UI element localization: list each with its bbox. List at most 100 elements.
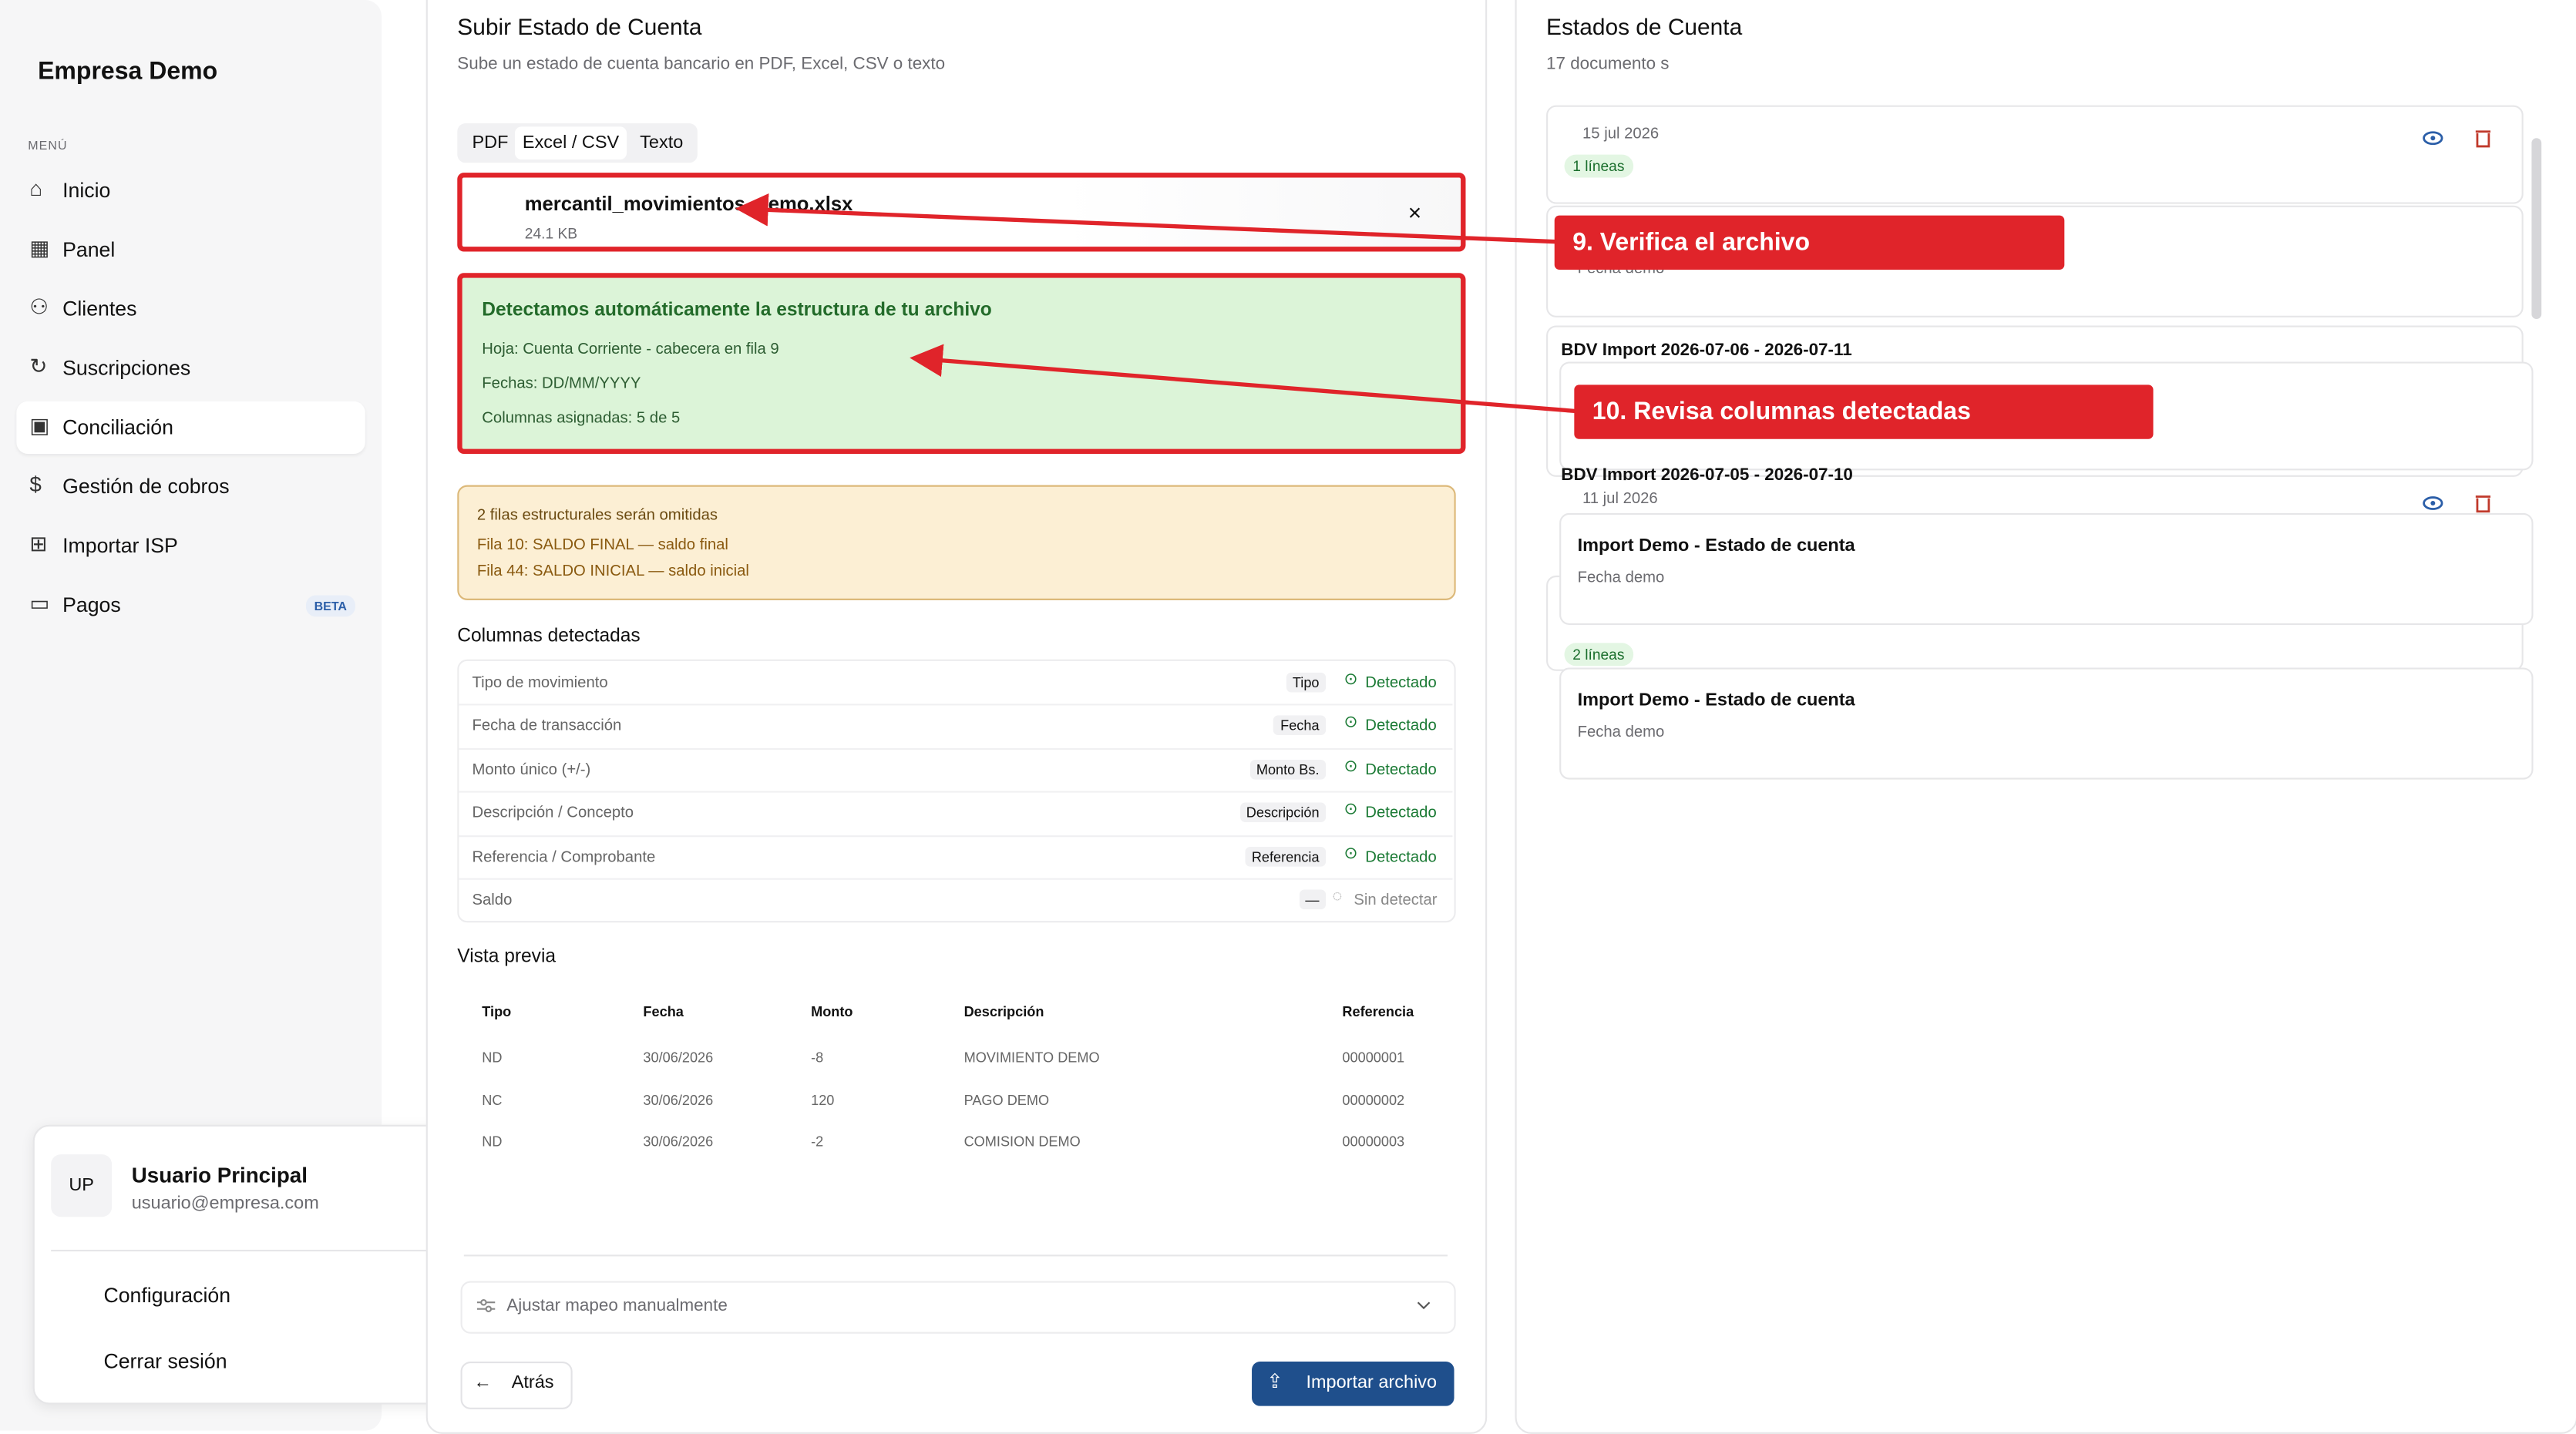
delete-icon[interactable]: [2475, 130, 2491, 148]
menu-item[interactable]: Configuración: [103, 1284, 231, 1308]
preview-cell: 00000003: [1342, 1133, 1405, 1150]
chevron: [1417, 1301, 1431, 1310]
row-divider: [459, 747, 1453, 750]
status-icon: ⊙: [1343, 801, 1358, 820]
column-field: Tipo de movimiento: [472, 673, 608, 693]
arrow: [910, 344, 1576, 414]
nav-item[interactable]: Panel: [62, 238, 116, 262]
status-icon: ⊙: [1343, 757, 1358, 776]
row-divider: [459, 878, 1453, 880]
menu-label: MENÚ: [28, 138, 68, 153]
tab-active[interactable]: Excel / CSV: [514, 126, 627, 160]
preview-header: Referencia: [1342, 1002, 1414, 1020]
preview-cell: 00000001: [1342, 1049, 1405, 1066]
statement-name: BDV Import 2026-07-05 - 2026-07-10: [1561, 465, 1853, 481]
nav-item[interactable]: Suscripciones: [62, 357, 191, 380]
preview-cell: 00000002: [1342, 1091, 1405, 1108]
file-size: 24.1 KB: [524, 225, 578, 242]
nav-item[interactable]: Gestión de cobros: [62, 475, 230, 499]
detection-line: Hoja: Cuenta Corriente - cabecera en fil…: [482, 340, 779, 359]
user-email: usuario@empresa.com: [131, 1194, 319, 1214]
back-label: Atrás: [511, 1372, 554, 1393]
column-field: Descripción / Concepto: [472, 804, 634, 823]
preview-cell: 30/06/2026: [643, 1049, 714, 1066]
import-label: Importar archivo: [1306, 1372, 1438, 1393]
active-nav-bg: [16, 401, 365, 455]
preview-cell: NC: [482, 1091, 503, 1108]
statement: [1559, 667, 2534, 780]
preview-cell: 120: [811, 1091, 835, 1108]
preview-header: Tipo: [482, 1002, 512, 1020]
upload-icon: ⇪: [1266, 1369, 1283, 1393]
date-text: Fecha demo: [1577, 724, 1665, 742]
panel-title: Estados de Cuenta: [1546, 13, 1743, 40]
nav-icon: ▦: [29, 235, 50, 260]
user-name: Usuario Principal: [131, 1162, 308, 1187]
nav-item[interactable]: Pagos: [62, 593, 121, 617]
nav-icon: $: [29, 472, 42, 497]
column-source: Descripción: [1239, 802, 1327, 823]
actions: [2423, 130, 2491, 513]
column-source: Monto Bs.: [1249, 759, 1327, 780]
doc-count: 17 documento s: [1546, 54, 1670, 75]
preview-cell: COMISION DEMO: [963, 1133, 1081, 1150]
icon: [476, 1298, 496, 1313]
statement-name: Import Demo - Estado de cuenta: [1577, 536, 1855, 556]
arrow: [735, 193, 1556, 244]
statement-name: BDV Import 2026-07-06 - 2026-07-11: [1561, 340, 1852, 361]
separator: [463, 1254, 1448, 1257]
mapping-dropdown[interactable]: [460, 1281, 1456, 1334]
tab[interactable]: PDF: [472, 133, 509, 153]
avatar: UP: [51, 1154, 113, 1217]
import-button[interactable]: [1252, 1362, 1454, 1406]
status-icon: ⊙: [1343, 670, 1358, 690]
annotation: 10. Revisa columnas detectadas: [1574, 385, 2154, 439]
tab[interactable]: Texto: [640, 133, 684, 153]
nav-icon: ⌂: [29, 176, 43, 201]
preview-cell: -8: [811, 1049, 824, 1066]
nav-item[interactable]: Importar ISP: [62, 534, 178, 558]
preview-cell: 30/06/2026: [643, 1133, 714, 1150]
lines-badge: 2 líneas: [1564, 643, 1633, 667]
lines-badge: 1 líneas: [1564, 154, 1633, 178]
section-title: Vista previa: [457, 947, 557, 967]
column-source: Fecha: [1273, 716, 1327, 736]
annotation: 9. Verifica el archivo: [1554, 215, 2065, 270]
warning-line: Fila 44: SALDO INICIAL — saldo inicial: [476, 562, 749, 581]
column-status: Detectado: [1365, 717, 1437, 736]
row-divider: [459, 791, 1453, 794]
nav-item[interactable]: Conciliación: [62, 415, 173, 439]
panel-title: Subir Estado de Cuenta: [457, 13, 702, 40]
detection-line: Fechas: DD/MM/YYYY: [482, 374, 641, 394]
arrow: ←: [473, 1372, 493, 1393]
preview-cell: 30/06/2026: [643, 1091, 714, 1108]
preview-cell: MOVIMIENTO DEMO: [963, 1049, 1100, 1066]
preview-cell: PAGO DEMO: [963, 1091, 1050, 1108]
date: 15 jul 2026: [1582, 125, 1660, 143]
column-field: Monto único (+/-): [472, 761, 591, 780]
column-field: Referencia / Comprobante: [472, 848, 656, 866]
separator: [51, 1249, 443, 1252]
column-source: —: [1298, 889, 1327, 910]
highlight: [457, 273, 1466, 455]
nav-item[interactable]: Clientes: [62, 297, 137, 321]
beta-badge: BETA: [305, 595, 355, 617]
menu-item[interactable]: Cerrar sesión: [103, 1350, 227, 1373]
status-icon: ⊙: [1343, 714, 1358, 733]
view-icon[interactable]: [2423, 131, 2443, 146]
column-field: Saldo: [472, 891, 513, 910]
column-status: Detectado: [1365, 761, 1437, 780]
preview-header: Fecha: [643, 1002, 684, 1020]
detection-box: [462, 277, 1463, 452]
date: 11 jul 2026: [1582, 489, 1658, 509]
statement: [1546, 105, 2524, 204]
back-button[interactable]: [460, 1362, 573, 1409]
highlight: [457, 173, 1466, 252]
remove-file[interactable]: ×: [1407, 199, 1422, 226]
nav-item[interactable]: Inicio: [62, 179, 111, 203]
preview-cell: ND: [482, 1049, 503, 1066]
